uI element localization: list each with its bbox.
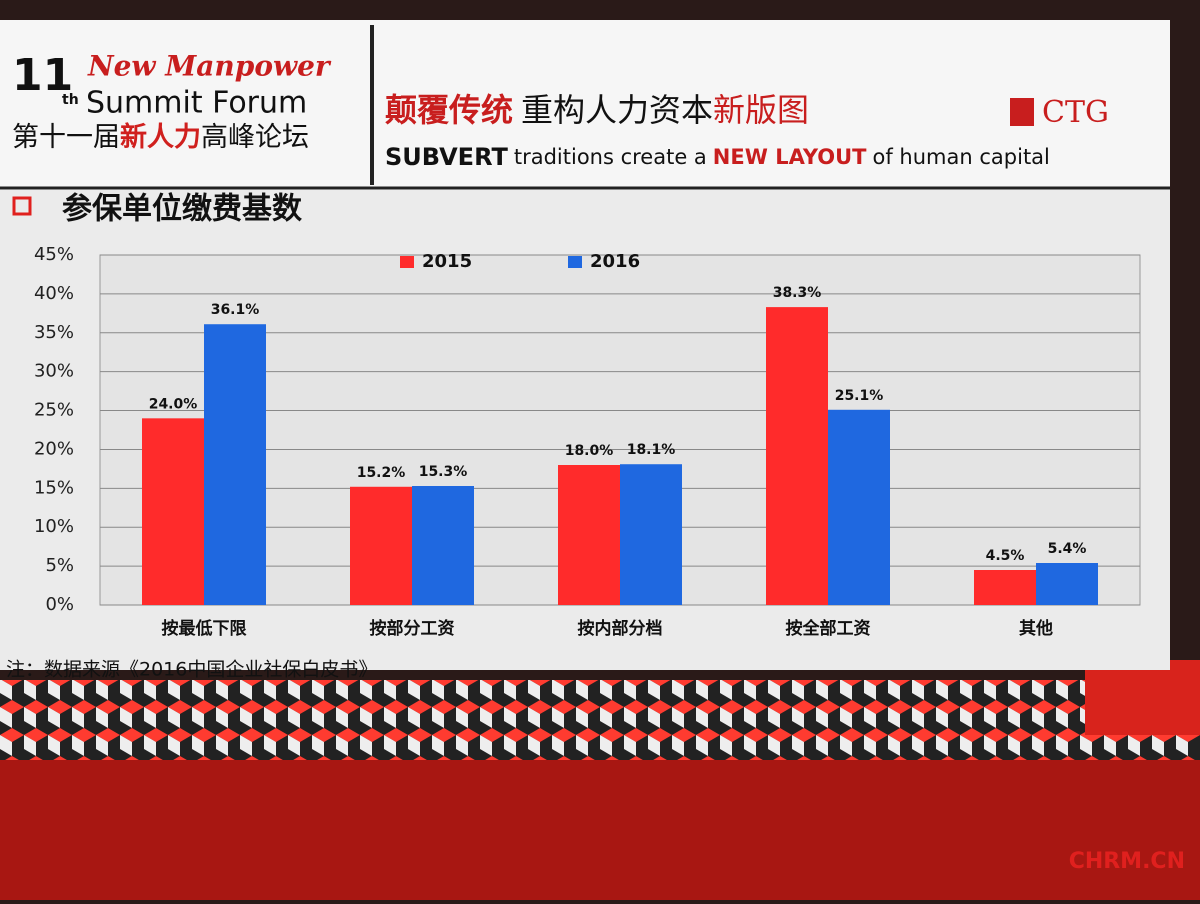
edition: 11: [12, 50, 73, 101]
title-bullet: [12, 196, 32, 216]
y-tick-label: 20%: [34, 438, 74, 459]
slogan-cn: 颠覆传统 重构人力资本新版图: [385, 91, 809, 129]
y-tick-label: 40%: [34, 283, 74, 304]
y-tick-label: 10%: [34, 516, 74, 537]
y-tick-label: 45%: [34, 244, 74, 265]
chart-title: 参保单位缴费基数: [62, 192, 303, 227]
value-label: 18.1%: [627, 442, 676, 458]
x-tick-label: 其他: [1019, 618, 1053, 639]
legend-label: 2016: [590, 251, 640, 272]
bar: [1036, 563, 1098, 605]
watermark: CHRM.CN: [1069, 849, 1185, 874]
slide-header: [0, 20, 1170, 190]
value-label: 15.2%: [357, 465, 406, 481]
bar: [974, 570, 1036, 605]
bar: [620, 464, 682, 605]
bar: [350, 486, 412, 605]
y-tick-label: 15%: [34, 477, 74, 498]
x-tick-label: 按内部分档: [578, 618, 663, 639]
forum-en: Summit Forum: [86, 86, 307, 121]
value-label: 36.1%: [211, 302, 260, 318]
stage-floor: [0, 760, 1200, 900]
value-label: 25.1%: [835, 388, 884, 404]
bar: [142, 418, 204, 605]
logo-mark: [1010, 98, 1034, 126]
bar: [558, 465, 620, 605]
value-label: 4.5%: [986, 548, 1025, 564]
value-label: 38.3%: [773, 285, 822, 301]
y-tick-label: 25%: [34, 400, 74, 421]
red-panel: [1085, 660, 1200, 735]
edition-suffix: th: [62, 92, 79, 108]
x-tick-label: 按部分工资: [370, 618, 455, 639]
value-label: 24.0%: [149, 396, 198, 412]
bar: [828, 409, 890, 605]
legend-swatch: [400, 256, 414, 268]
value-label: 18.0%: [565, 443, 614, 459]
logo: CTG: [1042, 95, 1109, 130]
forum-cn: 第十一届新人力高峰论坛: [12, 121, 309, 153]
y-tick-label: 30%: [34, 361, 74, 382]
x-tick-label: 按全部工资: [786, 618, 871, 639]
value-label: 5.4%: [1048, 541, 1087, 557]
legend-label: 2015: [422, 251, 472, 272]
bar: [412, 486, 474, 605]
y-tick-label: 5%: [45, 555, 74, 576]
y-tick-label: 35%: [34, 322, 74, 343]
footnote: 注：数据来源《2016中国企业社保白皮书》: [6, 659, 377, 681]
forum-en: New Manpower: [87, 50, 332, 83]
legend-swatch: [568, 256, 582, 268]
slogan-en: SUBVERT traditions create a NEW LAYOUT of h…: [385, 143, 1050, 171]
value-label: 15.3%: [419, 464, 468, 480]
bar: [204, 324, 266, 605]
y-tick-label: 0%: [45, 594, 74, 615]
bar: [766, 307, 828, 605]
x-tick-label: 按最低下限: [162, 618, 247, 639]
cube-strip: [0, 680, 1200, 760]
